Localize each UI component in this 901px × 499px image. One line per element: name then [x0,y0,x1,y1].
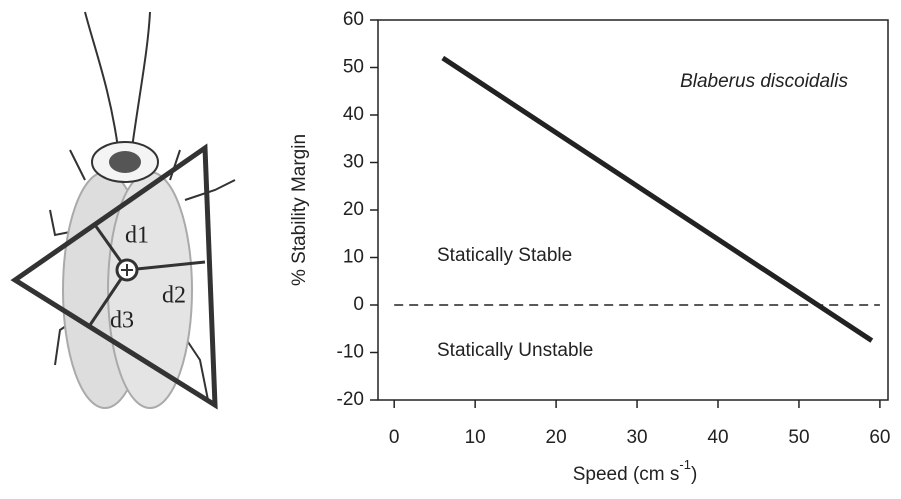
x-axis-label-text: ) [691,464,697,485]
y-tick-label: 40 [343,104,364,125]
head-spot [109,151,141,173]
y-tick-label: 30 [343,152,364,173]
x-tick-label: 40 [707,427,728,448]
distance-label: d1 [125,223,149,249]
y-tick-label: 10 [343,247,364,268]
legs [49,149,236,401]
support-triangle [10,143,218,410]
distance-label: d2 [162,283,186,309]
y-tick-label: 20 [343,199,364,220]
region-annotation: Statically Unstable [437,340,593,361]
data-line [441,55,874,343]
x-tick-label: 50 [788,427,809,448]
center-mark [121,264,133,276]
x-tick-label: 0 [389,427,400,448]
x-axis-label: Speed (cm s-1) [573,457,698,485]
region-annotation: Statically Stable [437,245,572,266]
x-tick-label: 60 [869,427,890,448]
y-tick-label: 60 [343,9,364,30]
antenna [131,11,151,149]
distance-label: d3 [110,308,134,334]
x-axis-label-text: Speed (cm s [573,464,680,485]
y-tick-label: -20 [337,389,364,410]
cockroach-diagram [10,11,236,410]
y-tick-label: 0 [353,294,364,315]
x-axis-label-exponent: -1 [679,457,691,472]
y-tick-label: 50 [343,57,364,78]
y-tick-label: -10 [337,342,364,363]
x-tick-label: 20 [546,427,567,448]
species-annotation: Blaberus discoidalis [680,71,848,92]
x-tick-label: 30 [626,427,647,448]
antenna [84,11,119,149]
y-axis-label: % Stability Margin [289,134,310,286]
x-tick-label: 10 [465,427,486,448]
